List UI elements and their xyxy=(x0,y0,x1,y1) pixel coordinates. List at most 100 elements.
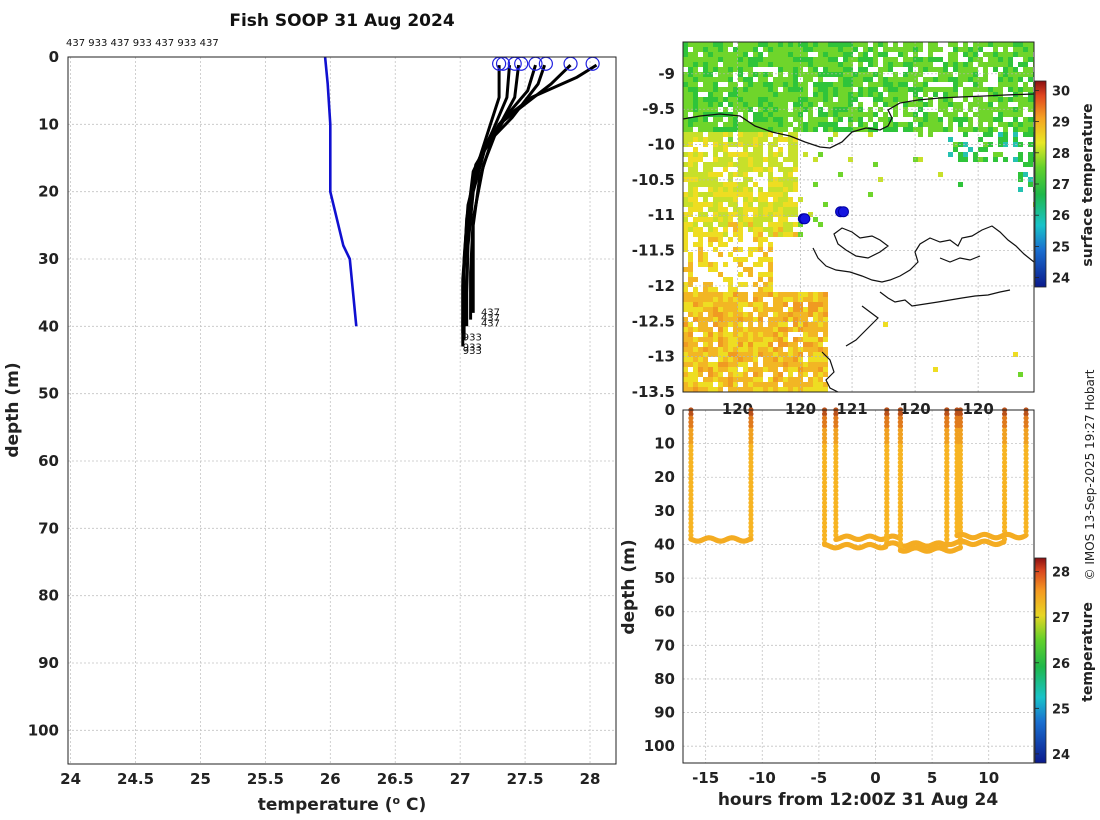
sst-pixel xyxy=(688,282,693,287)
sst-pixel xyxy=(748,177,753,182)
sst-pixel xyxy=(733,357,738,362)
sst-pixel xyxy=(763,292,768,297)
sst-pixel xyxy=(778,342,783,347)
sst-pixel xyxy=(758,317,763,322)
sst-pixel xyxy=(978,102,983,107)
sst-pixel xyxy=(923,112,928,117)
sst-pixel xyxy=(683,232,688,237)
sst-pixel xyxy=(878,72,883,77)
sst-pixel xyxy=(728,372,733,377)
sst-pixel xyxy=(728,337,733,342)
sst-pixel xyxy=(718,197,723,202)
sst-pixel xyxy=(778,332,783,337)
sst-pixel xyxy=(708,177,713,182)
sst-pixel xyxy=(723,162,728,167)
sst-pixel xyxy=(818,347,823,352)
sst-pixel xyxy=(728,347,733,352)
sst-pixel xyxy=(1028,87,1033,92)
sst-pixel xyxy=(793,52,798,57)
sst-pixel xyxy=(1003,57,1008,62)
sst-pixel xyxy=(928,132,933,137)
sst-pixel xyxy=(953,117,958,122)
section-point xyxy=(1023,508,1029,514)
section-point xyxy=(748,435,754,441)
sst-pixel xyxy=(748,162,753,167)
sst-pixel xyxy=(918,87,923,92)
sst-pixel xyxy=(753,42,758,47)
sst-pixel xyxy=(948,137,953,142)
sst-pixel xyxy=(718,157,723,162)
sst-pixel xyxy=(723,362,728,367)
sst-pixel xyxy=(778,357,783,362)
sst-pixel xyxy=(728,92,733,97)
sst-pixel xyxy=(728,217,733,222)
sst-pixel xyxy=(813,72,818,77)
temperature-colorbar-label: temperature xyxy=(1080,602,1096,702)
sst-pixel xyxy=(703,67,708,72)
section-point xyxy=(884,411,890,417)
sst-pixel xyxy=(683,317,688,322)
sst-pixel xyxy=(718,232,723,237)
sst-pixel xyxy=(748,137,753,142)
sst-pixel xyxy=(1023,132,1028,137)
sst-pixel xyxy=(723,322,728,327)
sst-pixel xyxy=(773,362,778,367)
sst-pixel xyxy=(803,292,808,297)
sst-pixel xyxy=(728,102,733,107)
sst-pixel xyxy=(703,322,708,327)
sst-pixel xyxy=(723,377,728,382)
sst-pixel xyxy=(738,292,743,297)
section-y-tick-label: 50 xyxy=(654,569,675,587)
sst-pixel xyxy=(718,292,723,297)
sst-pixel xyxy=(748,227,753,232)
sst-pixel xyxy=(783,342,788,347)
sst-pixel xyxy=(688,162,693,167)
y-tick-label: 50 xyxy=(38,385,59,403)
sst-pixel xyxy=(743,302,748,307)
sst-pixel xyxy=(788,147,793,152)
section-point xyxy=(748,411,754,417)
sst-pixel xyxy=(778,302,783,307)
sst-pixel xyxy=(853,42,858,47)
sst-pixel xyxy=(743,177,748,182)
sst-pixel xyxy=(963,67,968,72)
sst-pixel xyxy=(713,352,718,357)
sst-pixel xyxy=(768,277,773,282)
sst-pixel xyxy=(708,172,713,177)
sst-pixel xyxy=(723,72,728,77)
sst-pixel xyxy=(893,102,898,107)
sst-pixel xyxy=(688,202,693,207)
sst-pixel xyxy=(838,82,843,87)
sst-pixel xyxy=(993,42,998,47)
sst-pixel xyxy=(733,47,738,52)
section-point xyxy=(954,496,960,502)
sst-pixel xyxy=(763,202,768,207)
sst-pixel xyxy=(688,322,693,327)
sst-pixel xyxy=(743,152,748,157)
sst-pixel xyxy=(688,227,693,232)
sst-pixel xyxy=(758,97,763,102)
sst-pixel xyxy=(693,192,698,197)
sst-pixel xyxy=(838,92,843,97)
sst-pixel xyxy=(733,67,738,72)
sst-pixel xyxy=(1003,142,1008,147)
surface-marker xyxy=(538,56,553,71)
sst-pixel xyxy=(683,357,688,362)
sst-pixel xyxy=(1023,127,1028,132)
sst-pixel xyxy=(688,342,693,347)
sst-pixel xyxy=(693,372,698,377)
section-point xyxy=(944,484,950,490)
sst-pixel xyxy=(758,227,763,232)
sst-pixel xyxy=(713,262,718,267)
section-point xyxy=(1001,500,1008,506)
sst-pixel xyxy=(853,47,858,52)
sst-pixel xyxy=(898,77,903,82)
sst-pixel xyxy=(1013,52,1018,57)
sst-pixel xyxy=(793,147,798,152)
section-point xyxy=(897,536,903,542)
sst-pixel xyxy=(813,122,818,127)
sst-pixel xyxy=(813,217,818,222)
sst-pixel xyxy=(978,57,983,62)
latitude-tick-label: -12.5 xyxy=(632,312,675,330)
